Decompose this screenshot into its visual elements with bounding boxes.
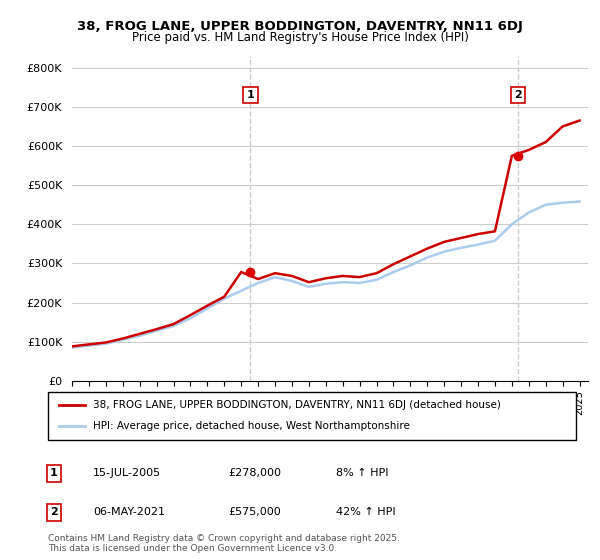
Text: 2: 2 [514, 90, 521, 100]
Text: 06-MAY-2021: 06-MAY-2021 [93, 507, 165, 517]
Text: £278,000: £278,000 [228, 468, 281, 478]
Text: 15-JUL-2005: 15-JUL-2005 [93, 468, 161, 478]
Text: Contains HM Land Registry data © Crown copyright and database right 2025.
This d: Contains HM Land Registry data © Crown c… [48, 534, 400, 553]
Text: 42% ↑ HPI: 42% ↑ HPI [336, 507, 395, 517]
Text: Price paid vs. HM Land Registry's House Price Index (HPI): Price paid vs. HM Land Registry's House … [131, 31, 469, 44]
Text: 1: 1 [50, 468, 58, 478]
Text: 38, FROG LANE, UPPER BODDINGTON, DAVENTRY, NN11 6DJ: 38, FROG LANE, UPPER BODDINGTON, DAVENTR… [77, 20, 523, 32]
Text: 38, FROG LANE, UPPER BODDINGTON, DAVENTRY, NN11 6DJ (detached house): 38, FROG LANE, UPPER BODDINGTON, DAVENTR… [93, 400, 501, 410]
Text: 2: 2 [50, 507, 58, 517]
Text: 8% ↑ HPI: 8% ↑ HPI [336, 468, 389, 478]
Text: HPI: Average price, detached house, West Northamptonshire: HPI: Average price, detached house, West… [93, 421, 410, 431]
Text: 1: 1 [247, 90, 254, 100]
Text: £575,000: £575,000 [228, 507, 281, 517]
FancyBboxPatch shape [48, 392, 576, 440]
